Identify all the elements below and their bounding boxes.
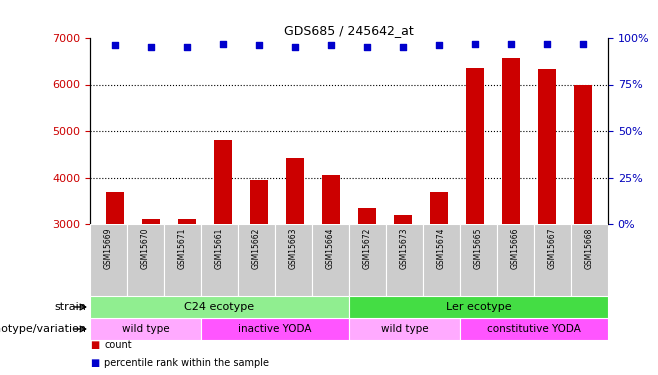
Text: genotype/variation: genotype/variation bbox=[0, 324, 87, 334]
Bar bbox=[394, 215, 412, 224]
Point bbox=[362, 44, 372, 50]
Text: GSM15671: GSM15671 bbox=[178, 228, 187, 269]
Text: count: count bbox=[105, 340, 132, 350]
Bar bbox=[460, 318, 608, 340]
Point bbox=[290, 44, 300, 50]
Bar bbox=[178, 219, 196, 224]
Bar bbox=[349, 296, 608, 318]
Text: GSM15664: GSM15664 bbox=[326, 228, 335, 269]
Bar bbox=[275, 224, 312, 296]
Point bbox=[505, 40, 516, 46]
Bar bbox=[238, 224, 275, 296]
Text: ■: ■ bbox=[90, 340, 99, 350]
Text: GSM15669: GSM15669 bbox=[104, 228, 113, 269]
Text: strain: strain bbox=[55, 302, 87, 312]
Text: wild type: wild type bbox=[381, 324, 428, 334]
Bar bbox=[127, 224, 164, 296]
Bar bbox=[250, 180, 268, 224]
Bar bbox=[386, 224, 423, 296]
Bar bbox=[466, 68, 484, 224]
Bar bbox=[322, 175, 340, 224]
Point bbox=[182, 44, 192, 50]
Text: GSM15674: GSM15674 bbox=[437, 228, 446, 269]
Point bbox=[218, 40, 228, 46]
Text: GSM15665: GSM15665 bbox=[474, 228, 483, 269]
Bar bbox=[90, 224, 127, 296]
Bar bbox=[201, 318, 349, 340]
Text: GSM15670: GSM15670 bbox=[141, 228, 150, 269]
Point bbox=[397, 44, 408, 50]
Bar bbox=[502, 58, 520, 224]
Bar bbox=[423, 224, 460, 296]
Text: GSM15673: GSM15673 bbox=[400, 228, 409, 269]
Bar bbox=[312, 224, 349, 296]
Bar bbox=[571, 224, 608, 296]
Bar bbox=[349, 318, 460, 340]
Text: ■: ■ bbox=[90, 358, 99, 368]
Point bbox=[470, 40, 480, 46]
Text: percentile rank within the sample: percentile rank within the sample bbox=[105, 358, 270, 368]
Bar bbox=[497, 224, 534, 296]
Bar bbox=[90, 296, 349, 318]
Point bbox=[542, 40, 552, 46]
Bar bbox=[534, 224, 571, 296]
Text: GSM15662: GSM15662 bbox=[252, 228, 261, 269]
Title: GDS685 / 245642_at: GDS685 / 245642_at bbox=[284, 24, 414, 37]
Text: GSM15672: GSM15672 bbox=[363, 228, 372, 269]
Bar bbox=[430, 192, 448, 224]
Text: inactive YODA: inactive YODA bbox=[238, 324, 312, 334]
Bar bbox=[142, 219, 160, 224]
Point bbox=[110, 42, 120, 48]
Bar bbox=[538, 69, 556, 224]
Point bbox=[254, 42, 265, 48]
Bar bbox=[349, 224, 386, 296]
Bar bbox=[90, 318, 201, 340]
Text: Ler ecotype: Ler ecotype bbox=[445, 302, 511, 312]
Bar bbox=[106, 192, 124, 224]
Point bbox=[578, 40, 588, 46]
Bar bbox=[201, 224, 238, 296]
Text: GSM15661: GSM15661 bbox=[215, 228, 224, 269]
Point bbox=[434, 42, 444, 48]
Text: constitutive YODA: constitutive YODA bbox=[487, 324, 581, 334]
Bar bbox=[214, 140, 232, 224]
Point bbox=[326, 42, 336, 48]
Text: GSM15668: GSM15668 bbox=[585, 228, 594, 269]
Bar bbox=[574, 84, 592, 224]
Bar bbox=[358, 208, 376, 224]
Text: C24 ecotype: C24 ecotype bbox=[184, 302, 255, 312]
Point bbox=[146, 44, 157, 50]
Bar bbox=[286, 158, 304, 224]
Bar bbox=[164, 224, 201, 296]
Text: GSM15667: GSM15667 bbox=[548, 228, 557, 269]
Text: wild type: wild type bbox=[122, 324, 169, 334]
Text: GSM15666: GSM15666 bbox=[511, 228, 520, 269]
Text: GSM15663: GSM15663 bbox=[289, 228, 298, 269]
Bar bbox=[460, 224, 497, 296]
